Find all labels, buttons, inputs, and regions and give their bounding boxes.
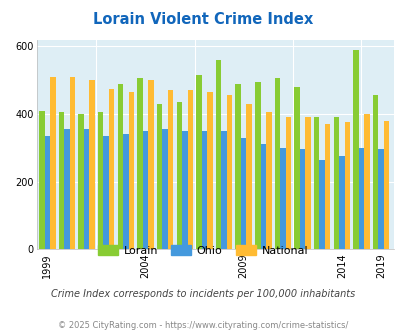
Bar [221, 131, 226, 249]
Bar [137, 79, 143, 249]
Bar [235, 83, 240, 249]
Bar [294, 87, 299, 249]
Bar [226, 95, 232, 249]
Bar [372, 95, 377, 249]
Bar [363, 114, 369, 249]
Bar [167, 90, 173, 249]
Bar [240, 138, 246, 249]
Bar [352, 50, 358, 249]
Bar [254, 82, 260, 249]
Bar [59, 112, 64, 249]
Bar [313, 117, 319, 249]
Bar [383, 121, 388, 249]
Bar [260, 145, 265, 249]
Text: Crime Index corresponds to incidents per 100,000 inhabitants: Crime Index corresponds to incidents per… [51, 289, 354, 299]
Bar [50, 77, 55, 249]
Bar [358, 148, 363, 249]
Bar [117, 83, 123, 249]
Bar [45, 136, 50, 249]
Bar [109, 89, 114, 249]
Bar [333, 117, 338, 249]
Bar [128, 92, 134, 249]
Bar [123, 134, 128, 249]
Bar [176, 102, 181, 249]
Bar [201, 131, 207, 249]
Bar [148, 80, 153, 249]
Bar [181, 131, 187, 249]
Legend: Lorain, Ohio, National: Lorain, Ohio, National [93, 241, 312, 260]
Bar [143, 131, 148, 249]
Bar [246, 104, 251, 249]
Bar [39, 111, 45, 249]
Bar [84, 129, 89, 249]
Bar [89, 80, 95, 249]
Bar [98, 112, 103, 249]
Bar [319, 160, 324, 249]
Bar [156, 104, 162, 249]
Bar [299, 149, 305, 249]
Bar [274, 79, 279, 249]
Bar [377, 149, 383, 249]
Bar [64, 129, 70, 249]
Bar [103, 136, 109, 249]
Bar [265, 112, 271, 249]
Bar [162, 129, 167, 249]
Bar [187, 90, 192, 249]
Bar [338, 156, 344, 249]
Bar [207, 92, 212, 249]
Bar [215, 60, 221, 249]
Bar [324, 124, 330, 249]
Bar [285, 117, 290, 249]
Text: © 2025 CityRating.com - https://www.cityrating.com/crime-statistics/: © 2025 CityRating.com - https://www.city… [58, 321, 347, 330]
Bar [305, 117, 310, 249]
Bar [196, 75, 201, 249]
Bar [279, 148, 285, 249]
Text: Lorain Violent Crime Index: Lorain Violent Crime Index [93, 12, 312, 26]
Bar [344, 122, 349, 249]
Bar [78, 114, 84, 249]
Bar [70, 77, 75, 249]
